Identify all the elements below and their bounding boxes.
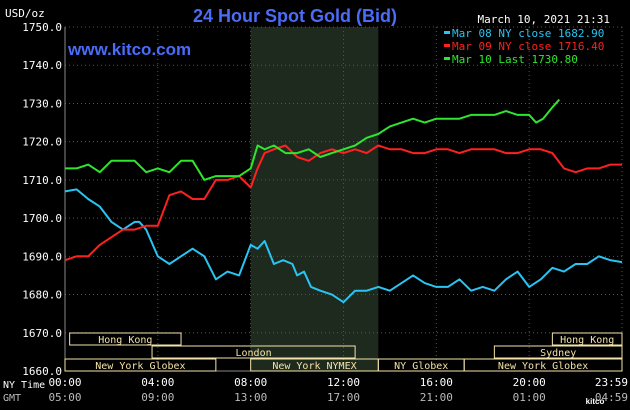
x-tick-label: 16:00 — [420, 376, 453, 389]
legend-swatch — [444, 57, 450, 60]
gmt-tick-label: 09:00 — [141, 391, 174, 404]
gmt-row-label: GMT — [3, 393, 21, 404]
axis-labels-layer: 1750.0 1740.0 1730.0 1720.0 1710.0 1700.0 1690… — [3, 21, 628, 404]
legend-entry: Mar 09 NY close 1716.40 — [452, 40, 604, 53]
legend-swatch — [444, 31, 450, 34]
session-label: London — [236, 348, 272, 359]
y-tick-label: 1740.0 — [22, 59, 62, 72]
gmt-tick-label: 13:00 — [234, 391, 267, 404]
x-tick-label: 00:00 — [48, 376, 81, 389]
y-tick-label: 1720.0 — [22, 136, 62, 149]
gmt-tick-label: 01:00 — [513, 391, 546, 404]
legend-swatch — [444, 44, 450, 47]
ny-time-row-label: NY Time — [3, 380, 45, 391]
session-box — [493, 345, 623, 359]
kitco-logo: kitco — [586, 397, 605, 406]
session-label: Hong Kong — [98, 335, 152, 346]
session-label: New York Globex — [498, 361, 588, 372]
session-label: Hong Kong — [560, 335, 614, 346]
datetime-label: March 10, 2021 21:31 — [478, 13, 610, 26]
y-tick-label: 1710.0 — [22, 174, 62, 187]
site-url-link[interactable]: www.kitco.com — [67, 40, 191, 59]
gmt-tick-label: 21:00 — [420, 391, 453, 404]
session-label: NY Globex — [394, 361, 448, 372]
x-tick-label: 23:59 — [595, 376, 628, 389]
nymex-band-layer — [250, 27, 379, 371]
y-tick-label: 1660.0 — [22, 365, 62, 378]
unit-label: USD/oz — [5, 7, 45, 20]
x-tick-label: 08:00 — [234, 376, 267, 389]
session-box — [151, 345, 356, 359]
session-box — [463, 358, 623, 372]
x-tick-label: 12:00 — [327, 376, 360, 389]
session-box — [64, 358, 217, 372]
gmt-tick-label: 04:59 — [595, 391, 628, 404]
y-tick-label: 1700.0 — [22, 212, 62, 225]
session-box — [69, 332, 182, 346]
session-label: Sydney — [540, 348, 576, 359]
session-label: New York NYMEX — [272, 361, 356, 372]
y-tick-label: 1690.0 — [22, 250, 62, 263]
y-tick-label: 1750.0 — [22, 21, 62, 34]
legend-entry: Mar 10 Last 1730.80 — [452, 53, 578, 66]
x-tick-label: 20:00 — [513, 376, 546, 389]
x-tick-label: 04:00 — [141, 376, 174, 389]
gmt-tick-label: 17:00 — [327, 391, 360, 404]
y-tick-label: 1680.0 — [22, 289, 62, 302]
session-box — [551, 332, 623, 346]
chart-title: 24 Hour Spot Gold (Bid) — [193, 6, 397, 26]
session-label: New York Globex — [95, 361, 185, 372]
gmt-tick-label: 05:00 — [48, 391, 81, 404]
nymex-band — [250, 27, 379, 371]
y-tick-label: 1670.0 — [22, 327, 62, 340]
series-layer — [64, 98, 623, 304]
y-tick-label: 1730.0 — [22, 97, 62, 110]
legend-entry: Mar 08 NY close 1682.90 — [452, 27, 604, 40]
series-line-3 — [65, 98, 561, 181]
sessions-layer: Hong Kong Hong Kong London Sydney New York G… — [64, 332, 623, 372]
series-line-1 — [64, 188, 623, 304]
